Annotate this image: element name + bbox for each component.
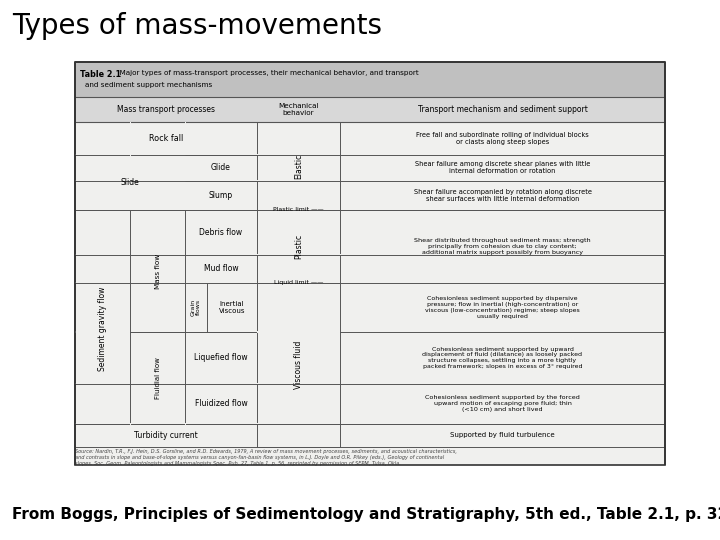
Text: Slide: Slide [121,178,140,187]
Bar [130,155,131,210]
Text: Source: Nardin, T.R., F.J. Hein, D.S. Gorsline, and R.D. Edwards, 1979, A review: Source: Nardin, T.R., F.J. Hein, D.S. Go… [75,449,457,465]
Text: Glide: Glide [211,163,231,172]
Text: Shear failure accompanied by rotation along discrete
shear surfaces with little : Shear failure accompanied by rotation al… [413,189,592,202]
Text: Transport mechanism and sediment support: Transport mechanism and sediment support [418,105,588,114]
Text: Plastic limit ——: Plastic limit —— [273,207,324,213]
Text: Grain
flows: Grain flows [191,299,202,316]
Bar [184,423,186,447]
Bar [75,423,130,424]
Text: Mechanical
behavior: Mechanical behavior [278,103,319,116]
Text: Fluidized flow: Fluidized flow [194,399,248,408]
Text: Elastic: Elastic [294,153,303,179]
Bar [257,180,340,181]
Text: Rock fall: Rock fall [149,134,183,143]
Text: Cohesionless sediment supported by dispersive
pressure; flow in inertial (high-c: Cohesionless sediment supported by dispe… [425,296,580,319]
Text: Debris flow: Debris flow [199,228,243,237]
Text: Types of mass-movements: Types of mass-movements [12,12,382,40]
Bar [75,180,257,181]
Text: Plastic: Plastic [294,234,303,259]
Bar [75,254,130,255]
Bar [75,332,130,333]
Bar [257,154,340,156]
Bar [184,122,186,155]
Bar [75,62,665,97]
Bar [130,423,131,447]
Bar [75,62,665,465]
Text: Cohesionless sediment supported by the forced
upward motion of escaping pore flu: Cohesionless sediment supported by the f… [425,395,580,412]
Text: Viscous fluid: Viscous fluid [294,341,303,389]
Bar [75,154,257,156]
Text: Shear distributed throughout sediment mass; strength
principally from cohesion d: Shear distributed throughout sediment ma… [414,238,591,255]
Bar [257,383,340,384]
Text: Mass transport processes: Mass transport processes [117,105,215,114]
Bar [340,254,665,255]
Text: Cohesionless sediment supported by upward
displacement of fluid (dilatance) as l: Cohesionless sediment supported by upwar… [423,347,582,369]
Text: Fluidial flow: Fluidial flow [155,357,161,399]
Text: Liquid limit ——: Liquid limit —— [274,280,323,285]
Text: Table 2.1: Table 2.1 [80,70,121,79]
Bar [130,122,131,155]
Bar [257,423,340,424]
Text: From Boggs, Principles of Sedimentology and Stratigraphy, 5th ed., Table 2.1, p.: From Boggs, Principles of Sedimentology … [12,507,720,522]
Text: Slump: Slump [209,191,233,200]
Text: Turbidity current: Turbidity current [134,431,198,440]
Bar [257,332,340,333]
Bar [75,423,257,424]
Text: Mass flow: Mass flow [155,253,161,288]
Bar [75,97,665,122]
Text: Supported by fluid turbulence: Supported by fluid turbulence [450,432,555,438]
Text: Mud flow: Mud flow [204,264,238,273]
Bar [75,332,130,333]
Text: Free fall and subordinate rolling of individual blocks
or clasts along steep slo: Free fall and subordinate rolling of ind… [416,132,589,145]
Text: Sediment gravity flow: Sediment gravity flow [98,286,107,370]
Bar [75,62,665,465]
Text: Major types of mass-transport processes, their mechanical behavior, and transpor: Major types of mass-transport processes,… [115,71,419,77]
Text: Inertial
Viscous: Inertial Viscous [219,301,246,314]
Bar [75,282,130,284]
Bar [257,254,340,255]
Bar [75,383,130,384]
Text: and sediment support mechanisms: and sediment support mechanisms [85,82,212,87]
Text: Liquefied flow: Liquefied flow [194,353,248,362]
Text: Shear failure among discrete shear planes with little
internal deformation or ro: Shear failure among discrete shear plane… [415,161,590,174]
